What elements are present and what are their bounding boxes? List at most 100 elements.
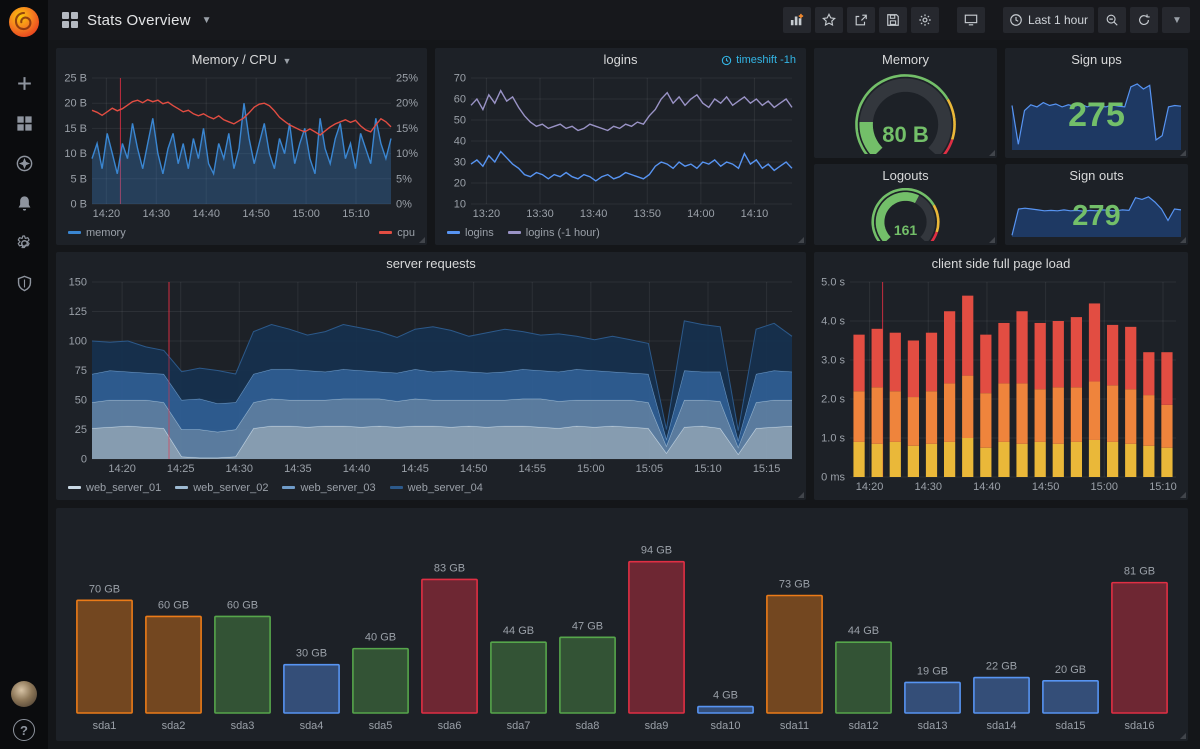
refresh-button[interactable] xyxy=(1130,7,1158,33)
panel-title-logins[interactable]: logins xyxy=(435,48,806,72)
svg-text:4.0 s: 4.0 s xyxy=(821,316,845,328)
svg-text:sda16: sda16 xyxy=(1125,720,1155,732)
time-range-picker[interactable]: Last 1 hour xyxy=(1002,7,1094,33)
svg-text:0%: 0% xyxy=(396,199,412,211)
svg-text:14:50: 14:50 xyxy=(1032,481,1060,493)
panel-title-memory-cpu[interactable]: Memory / CPU ▼ xyxy=(56,48,427,72)
chevron-down-icon: ▼ xyxy=(201,14,212,26)
legend-item[interactable]: web_server_02 xyxy=(175,482,268,494)
dashboard-settings-button[interactable] xyxy=(910,7,939,33)
chart-canvas: 70 GB sda1 60 GB sda2 60 GB sda3 30 GB sda4 40 G… xyxy=(76,545,1168,732)
svg-text:14:50: 14:50 xyxy=(460,463,488,475)
legend-item[interactable]: web_server_03 xyxy=(282,482,376,494)
page-title: Stats Overview xyxy=(87,11,191,29)
legend-label: web_server_01 xyxy=(86,481,162,494)
svg-text:10 B: 10 B xyxy=(64,148,87,160)
dashboard-title-dropdown[interactable]: Stats Overview ▼ xyxy=(62,12,212,29)
svg-text:19 GB: 19 GB xyxy=(917,665,948,677)
legend-item[interactable]: cpu xyxy=(379,227,415,239)
server-requests-chart[interactable]: 0 25 50 75 100 125 150 14:20 14:25 14:30 14:35 14:4… xyxy=(60,276,802,476)
sidebar-explore-button[interactable] xyxy=(11,150,37,176)
panel-title-memory[interactable]: Memory xyxy=(814,48,997,72)
legend-swatch xyxy=(389,486,403,489)
svg-text:100: 100 xyxy=(69,336,87,348)
gear-icon xyxy=(17,234,30,248)
panel-title-signouts[interactable]: Sign outs xyxy=(1005,164,1188,188)
memory-cpu-chart[interactable]: 0 B 0% 5 B 5% 10 B 10% 15 B 15% 20 B 20% 25 B 25% 14… xyxy=(60,72,423,221)
svg-text:44 GB: 44 GB xyxy=(848,625,879,637)
user-avatar[interactable] xyxy=(11,681,37,707)
page-load-chart[interactable]: 0 ms 1.0 s 2.0 s 3.0 s 4.0 s 5.0 s 14:20 14:30 1… xyxy=(818,276,1184,494)
add-panel-icon xyxy=(790,13,804,26)
svg-text:0 B: 0 B xyxy=(70,199,87,211)
svg-text:30: 30 xyxy=(454,157,466,169)
svg-text:75: 75 xyxy=(75,365,87,377)
panel-title-signups[interactable]: Sign ups xyxy=(1005,48,1188,72)
sidebar-add-button[interactable] xyxy=(11,70,37,96)
refresh-interval-dropdown[interactable]: ▼ xyxy=(1162,7,1190,33)
server-requests-legend: web_server_01 web_server_02 web_server_03 w… xyxy=(68,479,794,496)
signups-sparkline[interactable] xyxy=(1009,72,1184,154)
explore-compass-icon xyxy=(16,155,32,171)
svg-text:13:20: 13:20 xyxy=(473,208,501,220)
svg-text:sda14: sda14 xyxy=(987,720,1017,732)
svg-text:10%: 10% xyxy=(396,148,418,160)
panel-title-server-requests[interactable]: server requests xyxy=(56,252,806,276)
panel-memory-cpu: Memory / CPU ▼ 0 B 0% 5 B 5% 10 B 10% 15 B 15% 2… xyxy=(56,48,427,245)
legend-item[interactable]: web_server_04 xyxy=(389,482,483,494)
help-button[interactable]: ? xyxy=(13,719,35,741)
zoom-out-button[interactable] xyxy=(1098,7,1126,33)
panel-title-page-load[interactable]: client side full page load xyxy=(814,252,1188,276)
svg-text:sda5: sda5 xyxy=(369,720,393,732)
save-button[interactable] xyxy=(878,7,907,33)
svg-text:15:10: 15:10 xyxy=(694,463,722,475)
add-panel-button[interactable] xyxy=(782,7,811,33)
svg-text:60: 60 xyxy=(454,94,466,106)
star-button[interactable] xyxy=(814,7,843,33)
legend-item[interactable]: logins (-1 hour) xyxy=(507,227,600,239)
chart-canvas xyxy=(1011,83,1182,150)
panel-signouts: Sign outs 279 xyxy=(1005,164,1188,245)
disks-bar-chart[interactable]: 70 GB sda1 60 GB sda2 60 GB sda3 30 GB sda4 40 G… xyxy=(60,514,1184,737)
logins-chart[interactable]: 10 20 30 40 50 60 70 13:20 13:30 13:40 13:50 14:00 1… xyxy=(439,72,802,221)
panel-title-logouts[interactable]: Logouts xyxy=(814,164,997,188)
svg-text:14:35: 14:35 xyxy=(284,463,312,475)
plus-icon xyxy=(17,76,31,90)
signouts-sparkline[interactable] xyxy=(1009,188,1184,241)
sidebar-dashboards-button[interactable] xyxy=(11,110,37,136)
svg-text:150: 150 xyxy=(69,277,87,289)
panel-memory-gauge: Memory 80 B xyxy=(814,48,997,158)
panel-title-text: server requests xyxy=(386,256,476,271)
svg-text:sda4: sda4 xyxy=(300,720,324,732)
sidebar-configuration-button[interactable] xyxy=(11,230,37,256)
svg-text:70 GB: 70 GB xyxy=(89,583,120,595)
gear-icon xyxy=(919,14,931,26)
kiosk-mode-button[interactable] xyxy=(956,7,985,33)
svg-text:25: 25 xyxy=(75,424,87,436)
memory-gauge[interactable] xyxy=(818,72,993,154)
panel-title-text: Sign outs xyxy=(1069,168,1124,183)
logouts-gauge[interactable] xyxy=(818,188,993,241)
svg-text:sda9: sda9 xyxy=(645,720,669,732)
svg-text:20 B: 20 B xyxy=(64,98,87,110)
star-icon xyxy=(822,13,836,27)
legend-item[interactable]: memory xyxy=(68,227,126,239)
legend-item[interactable]: logins xyxy=(447,227,494,239)
sidebar-admin-button[interactable] xyxy=(11,270,37,296)
timeshift-label: timeshift -1h xyxy=(736,54,796,66)
timeshift-badge[interactable]: timeshift -1h xyxy=(721,48,796,72)
svg-text:60 GB: 60 GB xyxy=(227,599,258,611)
grafana-logo[interactable] xyxy=(9,7,39,37)
svg-text:25 B: 25 B xyxy=(64,73,87,85)
svg-text:15:05: 15:05 xyxy=(636,463,664,475)
chart-canvas: 0 25 50 75 100 125 150 14:20 14:25 14:30 14:35 14:4… xyxy=(69,277,793,475)
sidebar-alerting-button[interactable] xyxy=(11,190,37,216)
svg-text:22 GB: 22 GB xyxy=(986,661,1017,673)
svg-text:14:45: 14:45 xyxy=(401,463,429,475)
panel-title-text: Logouts xyxy=(882,168,929,183)
svg-text:14:25: 14:25 xyxy=(167,463,195,475)
legend-item[interactable]: web_server_01 xyxy=(68,482,161,494)
share-button[interactable] xyxy=(846,7,875,33)
chart-canvas xyxy=(855,74,956,154)
svg-text:125: 125 xyxy=(69,306,87,318)
